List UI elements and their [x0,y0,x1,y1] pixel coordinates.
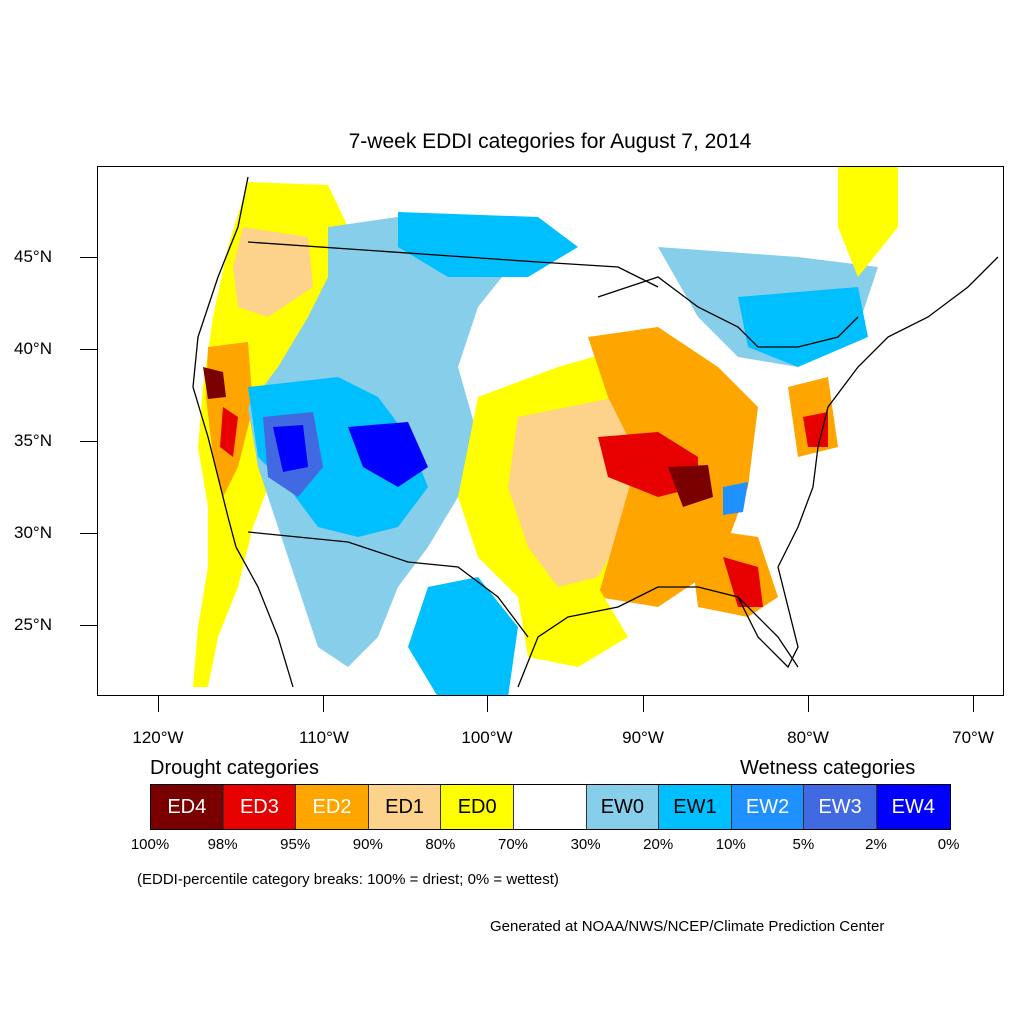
lon-label-100: 100°W [461,728,513,747]
wetness-categories-heading: Wetness categories [740,757,916,779]
region-northeast-ed0 [838,167,898,277]
legend-cell-neutral [513,785,587,829]
region-four-corners-ew4 [348,422,428,487]
lon-label-80: 80°W [787,728,829,747]
legend-cell-ew4: EW4 [876,785,950,829]
lon-tick [643,696,644,712]
region-texas-ew1 [408,577,518,695]
lon-tick [808,696,809,712]
lon-tick [158,696,159,712]
lon-tick [487,696,488,712]
florida-coastline [737,566,799,669]
percentile-break-label: 5% [792,836,815,853]
legend-cell-ew0: EW0 [586,785,660,829]
legend-cell-ed2: ED2 [296,785,369,829]
lat-label-30: 30°N [14,523,52,542]
percentile-break-label: 10% [715,836,746,853]
region-florida-ed3 [723,557,763,607]
lat-tick [80,257,97,258]
region-pacific-nw-ed1 [233,227,313,317]
lon-label-110: 110°W [299,728,349,747]
legend-cell-ew3: EW3 [804,785,877,829]
lat-tick [80,441,97,442]
percentile-break-label: 90% [352,836,383,853]
great-lakes-shore [597,276,859,348]
percentile-break-label: 0% [937,836,960,853]
lat-tick [80,533,97,534]
region-chesapeake-ed3 [803,412,828,447]
region-great-basin-ew4 [273,425,308,472]
lat-label-35: 35°N [14,431,52,450]
region-northern-plains-ew1 [398,212,578,277]
lat-tick [80,625,97,626]
percentile-break-label: 80% [425,836,456,853]
percentile-break-label: 2% [865,836,887,853]
west-coastline [192,176,249,548]
credit-line: Generated at NOAA/NWS/NCEP/Climate Predi… [490,918,885,935]
boundaries [192,176,999,688]
legend-cell-ew2: EW2 [731,785,805,829]
lon-tick [323,696,324,712]
lat-label-40: 40°N [14,339,52,358]
map-title: 7-week EDDI categories for August 7, 201… [348,130,752,153]
lat-label-25: 25°N [14,615,52,634]
region-ohio-valley-ed3 [598,432,698,497]
legend-cell-ed3: ED3 [223,785,297,829]
lat-tick [80,349,97,350]
category-legend: ED4 ED3 ED2 ED1 ED0 EW0 EW1 EW2 EW3 EW4 [150,784,951,830]
region-tennessee-ed4 [668,465,713,507]
lon-label-90: 90°W [622,728,664,747]
percentile-break-label: 100% [130,836,170,853]
region-south-texas-ed0 [518,587,628,667]
percentile-break-label: 70% [497,836,529,853]
region-appalachia-ew2 [723,482,748,515]
lon-label-120: 120°W [132,728,184,747]
region-california-ed3 [220,407,238,457]
baja-coastline [235,546,294,688]
region-california-ed4 [203,367,226,399]
mexico-border [247,531,529,638]
gulf-coastline [517,586,799,688]
legend-cell-ed1: ED1 [368,785,442,829]
eddi-map [97,166,1004,696]
lat-label-45: 45°N [14,247,52,266]
percentile-break-label: 95% [280,836,311,853]
legend-cell-ed4: ED4 [151,785,224,829]
category-regions [193,167,898,695]
legend-note: (EDDI-percentile category breaks: 100% =… [137,871,559,888]
percentile-break-label: 20% [643,836,674,853]
lon-label-70: 70°W [952,728,994,747]
atlantic-coastline [777,256,999,568]
lon-tick [973,696,974,712]
legend-cell-ed0: ED0 [441,785,514,829]
drought-categories-heading: Drought categories [150,757,319,779]
percentile-break-label: 98% [207,836,238,853]
map-canvas [192,167,999,695]
legend-cell-ew1: EW1 [659,785,732,829]
canada-border [247,241,659,288]
percentile-break-label: 30% [570,836,601,853]
